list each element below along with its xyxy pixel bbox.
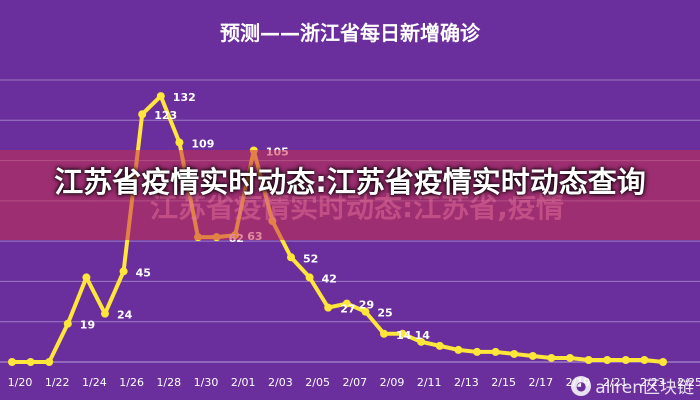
data-point xyxy=(361,307,370,316)
data-point xyxy=(138,110,147,119)
data-point xyxy=(8,358,16,366)
data-label: 14 xyxy=(415,329,431,342)
headline-banner xyxy=(0,150,700,240)
data-point xyxy=(156,92,165,101)
banner-ghost-text: 江苏省疫情实时动态:江苏省,疫情 xyxy=(150,191,564,224)
data-label: 29 xyxy=(359,299,374,312)
x-tick-label: 1/24 xyxy=(82,376,107,389)
chart-title: 预测——浙江省每日新增确诊 xyxy=(220,21,481,45)
x-tick-labels: 1/20 1/22 1/24 1/26 1/28 1/30 2/01 2/03 2/05 2/07… xyxy=(8,376,700,389)
x-tick-label: 1/28 xyxy=(156,376,181,389)
x-tick-label: 2/09 xyxy=(380,376,405,389)
x-tick-label: 1/30 xyxy=(194,376,219,389)
x-tick-label: 2/07 xyxy=(342,376,367,389)
data-label: 24 xyxy=(117,309,133,322)
x-tick-label: 2/05 xyxy=(305,376,330,389)
x-tick-label: 2/21 xyxy=(603,376,628,389)
data-point xyxy=(454,345,463,354)
data-label: 45 xyxy=(136,266,151,279)
data-point xyxy=(380,329,388,338)
data-point xyxy=(119,267,128,276)
data-labels: 192445123132109626310552422729251414 xyxy=(80,91,430,342)
data-point xyxy=(287,253,295,262)
x-tick-label: 1/22 xyxy=(45,376,70,389)
x-tick-label: 2/13 xyxy=(454,376,479,389)
x-tick-label: 1/26 xyxy=(119,376,144,389)
data-label: 25 xyxy=(377,307,392,320)
data-point xyxy=(510,349,519,358)
data-point xyxy=(659,358,667,366)
data-point xyxy=(82,273,91,282)
data-point xyxy=(566,353,574,362)
x-tick-label: 2/01 xyxy=(231,376,256,389)
data-point xyxy=(491,347,500,356)
series-layer xyxy=(8,92,667,366)
data-point xyxy=(528,351,537,360)
data-label: 42 xyxy=(322,272,337,285)
data-point xyxy=(435,341,444,350)
x-tick-label: 1/20 xyxy=(8,376,33,389)
data-point xyxy=(342,299,351,308)
x-tick-label: 2/25 xyxy=(677,376,700,389)
wechat-icon: ◕ xyxy=(571,375,592,396)
watermark-text: aliren区块链 xyxy=(595,378,694,398)
data-label: 19 xyxy=(80,319,95,332)
x-tick-label: 2/23 xyxy=(640,376,665,389)
data-point xyxy=(63,319,72,328)
data-point xyxy=(324,303,333,312)
data-point xyxy=(398,329,407,338)
data-label: 132 xyxy=(173,91,196,104)
data-point xyxy=(547,353,556,362)
watermark: ◕ aliren区块链 xyxy=(571,373,694,398)
data-label: 27 xyxy=(340,303,355,316)
data-point xyxy=(45,358,54,366)
data-label: 109 xyxy=(191,137,214,150)
data-point xyxy=(584,355,593,364)
x-tick-label: 2/11 xyxy=(417,376,442,389)
data-label: 52 xyxy=(303,252,318,265)
data-label: 14 xyxy=(396,329,412,342)
x-tick-label: 2/17 xyxy=(528,376,553,389)
data-point xyxy=(621,355,630,364)
data-point xyxy=(603,355,612,364)
data-point xyxy=(101,309,109,318)
data-point xyxy=(175,138,184,147)
data-point xyxy=(473,347,481,356)
x-tick-label: 2/15 xyxy=(491,376,516,389)
data-point xyxy=(417,337,426,346)
data-label: 123 xyxy=(154,109,177,122)
headline-text: 江苏省疫情实时动态:江苏省疫情实时动态查询 xyxy=(54,165,646,199)
data-point xyxy=(26,358,35,366)
data-point xyxy=(305,273,314,282)
x-tick-label: 2/03 xyxy=(268,376,293,389)
data-point xyxy=(640,355,649,364)
